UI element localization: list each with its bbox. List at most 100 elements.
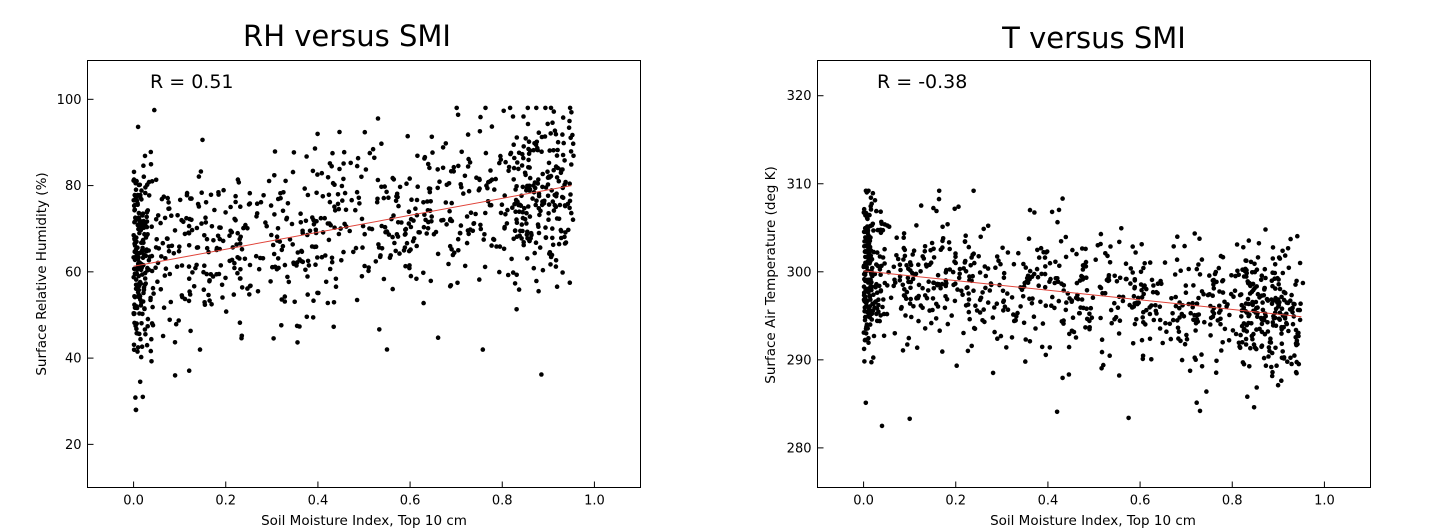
scatter-point [554,284,560,290]
scatter-point [1252,345,1258,350]
scatter-point [1083,325,1088,330]
scatter-point [871,292,876,298]
scatter-point [1005,307,1011,313]
scatter-point [1293,282,1298,287]
scatter-point [176,318,181,323]
scatter-point [464,240,470,246]
scatter-point [186,298,192,304]
scatter-point [953,281,958,287]
scatter-point [522,170,528,176]
scatter-point [1157,317,1163,323]
scatter-point [1208,322,1213,327]
scatter-point [1022,280,1027,286]
scatter-point [1265,329,1271,334]
scatter-point [145,316,151,322]
scatter-point [1141,309,1146,315]
scatter-point [174,264,180,270]
scatter-point [1233,331,1239,337]
scatter-point [1288,355,1293,361]
scatter-point [567,118,572,124]
chart-title-rh: RH versus SMI [243,19,451,53]
scatter-point [1097,284,1103,290]
scatter-point [247,262,253,268]
scatter-point [339,183,345,189]
scatter-point [1197,236,1202,241]
scatter-point [1288,298,1293,304]
scatter-point [1285,246,1291,251]
scatter-point [1104,277,1110,283]
scatter-point [232,260,237,266]
scatter-point [551,167,556,173]
scatter-point [881,297,886,302]
scatter-point [223,275,228,281]
scatter-point [904,263,909,268]
scatter-point [1218,321,1223,327]
scatter-point [901,293,907,298]
scatter-point [1233,273,1238,279]
scatter-point [448,216,453,222]
scatter-point [233,199,238,205]
scatter-point [1194,266,1200,272]
scatter-point [1030,296,1035,301]
scatter-point [1240,360,1246,365]
scatter-point [566,125,572,130]
scatter-point [548,131,553,136]
scatter-point [239,285,245,290]
scatter-point [220,238,226,244]
scatter-point [435,251,441,257]
scatter-point [138,354,144,360]
scatter-point [543,225,548,230]
scatter-point [292,299,298,305]
scatter-point [1005,291,1010,296]
scatter-point [539,372,544,377]
scatter-point [234,242,239,247]
scatter-point [158,220,163,226]
scatter-point [1123,261,1129,267]
y-tick-label: 300 [787,265,812,280]
scatter-point [407,265,412,271]
scatter-point [443,200,449,205]
scatter-point [867,304,873,309]
scatter-point [427,189,433,195]
scatter-point [133,187,139,192]
scatter-point [1004,345,1009,350]
scatter-point [514,234,520,239]
scatter-point [867,322,873,327]
scatter-point [944,281,949,286]
scatter-point [1140,353,1146,359]
scatter-point [256,266,262,272]
scatter-point [536,177,541,182]
scatter-point [1281,356,1287,361]
y-tick-label: 310 [787,177,812,192]
scatter-point [1153,308,1159,314]
scatter-point [548,173,554,179]
scatter-point [1042,271,1048,277]
scatter-point [543,235,549,240]
scatter-point [868,195,874,200]
scatter-point [404,240,410,246]
scatter-point [1300,280,1306,286]
scatter-point [878,272,883,278]
chart-title-t: T versus SMI [1001,21,1186,55]
scatter-point [379,141,384,146]
scatter-point [1295,331,1300,337]
scatter-point [519,222,525,227]
scatter-point [219,282,225,288]
scatter-point [1073,335,1079,340]
scatter-point [182,296,188,302]
x-tick-label: 0.0 [853,494,874,509]
x-axis-label-t: Soil Moisture Index, Top 10 cm [990,513,1196,529]
scatter-point [511,142,516,147]
scatter-point [451,168,456,174]
scatter-point [459,149,465,155]
scatter-point [268,203,274,208]
scatter-point [1114,279,1120,284]
scatter-point [478,222,483,228]
scatter-point [1066,344,1072,350]
scatter-point [216,271,222,277]
scatter-point [300,259,306,265]
scatter-point [871,271,877,277]
scatter-point [570,141,576,146]
scatter-point [280,243,286,249]
scatter-point [279,247,285,253]
